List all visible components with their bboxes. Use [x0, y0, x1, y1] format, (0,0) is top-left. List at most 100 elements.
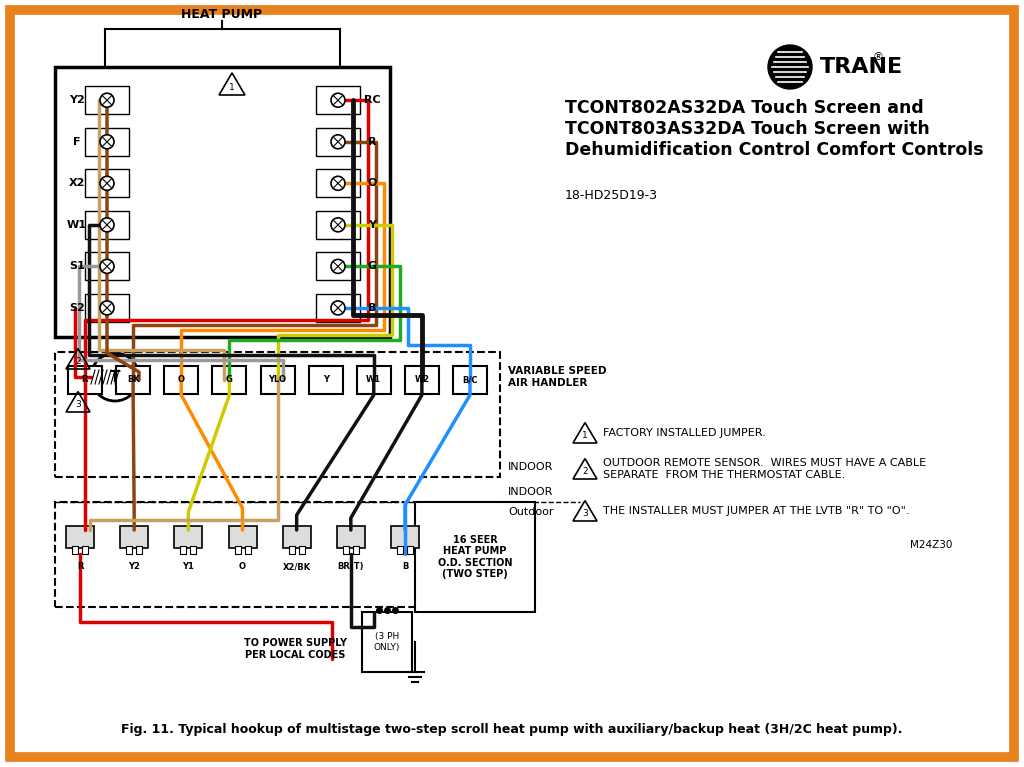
- Bar: [316, 211, 360, 239]
- Bar: [391, 526, 419, 548]
- Text: W1: W1: [67, 220, 87, 230]
- Text: Y: Y: [368, 220, 376, 230]
- Bar: [55, 502, 500, 607]
- Bar: [174, 526, 203, 548]
- Text: O: O: [368, 178, 377, 189]
- Bar: [72, 546, 78, 554]
- Text: (3 PH
ONLY): (3 PH ONLY): [374, 632, 400, 652]
- Bar: [82, 546, 88, 554]
- Bar: [228, 526, 256, 548]
- Bar: [316, 170, 360, 197]
- Text: 18-HD25D19-3: 18-HD25D19-3: [565, 189, 658, 202]
- Circle shape: [331, 176, 345, 190]
- Bar: [190, 546, 197, 554]
- Bar: [85, 252, 129, 281]
- Text: S1: S1: [70, 262, 85, 272]
- Text: THE INSTALLER MUST JUMPER AT THE LVTB "R" TO "O".: THE INSTALLER MUST JUMPER AT THE LVTB "R…: [603, 506, 909, 516]
- Text: OUTDOOR REMOTE SENSOR.  WIRES MUST HAVE A CABLE
SEPARATE  FROM THE THERMOSTAT CA: OUTDOOR REMOTE SENSOR. WIRES MUST HAVE A…: [603, 458, 926, 480]
- Text: X2/BK: X2/BK: [283, 562, 310, 571]
- Text: TO POWER SUPPLY
PER LOCAL CODES: TO POWER SUPPLY PER LOCAL CODES: [244, 638, 346, 660]
- Bar: [55, 67, 390, 337]
- Text: TRANE: TRANE: [820, 57, 903, 77]
- Text: Y2: Y2: [70, 95, 85, 105]
- Text: Outdoor: Outdoor: [508, 507, 554, 517]
- Bar: [397, 546, 403, 554]
- Text: RC: RC: [364, 95, 380, 105]
- Bar: [289, 546, 295, 554]
- Bar: [68, 366, 102, 394]
- Text: 3: 3: [75, 400, 81, 410]
- Circle shape: [100, 259, 114, 273]
- Bar: [245, 546, 251, 554]
- Text: B: B: [368, 303, 376, 313]
- Bar: [316, 86, 360, 114]
- Text: TCONT802AS32DA Touch Screen and
TCONT803AS32DA Touch Screen with
Dehumidificatio: TCONT802AS32DA Touch Screen and TCONT803…: [565, 99, 984, 159]
- Text: 2: 2: [75, 357, 81, 367]
- Circle shape: [100, 94, 114, 107]
- Text: R: R: [77, 562, 83, 571]
- Text: O: O: [239, 562, 246, 571]
- Circle shape: [331, 301, 345, 315]
- Circle shape: [100, 301, 114, 315]
- Text: 1: 1: [229, 83, 234, 92]
- Text: Fig. 11. Typical hookup of multistage two-step scroll heat pump with auxiliary/b: Fig. 11. Typical hookup of multistage tw…: [121, 723, 903, 736]
- Text: 1: 1: [582, 431, 588, 440]
- Bar: [66, 526, 94, 548]
- Bar: [164, 366, 199, 394]
- Circle shape: [91, 353, 139, 401]
- Circle shape: [768, 45, 812, 89]
- Circle shape: [331, 259, 345, 273]
- Bar: [85, 294, 129, 322]
- Text: R: R: [82, 376, 88, 384]
- Text: FACTORY INSTALLED JUMPER.: FACTORY INSTALLED JUMPER.: [603, 428, 766, 438]
- Text: G: G: [226, 376, 232, 384]
- Text: B/C: B/C: [462, 376, 478, 384]
- Text: YLO: YLO: [268, 376, 287, 384]
- Bar: [85, 170, 129, 197]
- Text: 2: 2: [583, 467, 588, 476]
- Bar: [85, 128, 129, 156]
- Bar: [415, 502, 535, 612]
- Circle shape: [331, 135, 345, 149]
- Bar: [299, 546, 305, 554]
- Text: W2: W2: [415, 376, 429, 384]
- Text: INDOOR: INDOOR: [508, 487, 553, 497]
- Text: Y: Y: [323, 376, 329, 384]
- Bar: [283, 526, 310, 548]
- Bar: [85, 86, 129, 114]
- Bar: [55, 352, 500, 477]
- Bar: [316, 294, 360, 322]
- Text: Y1: Y1: [182, 562, 195, 571]
- Bar: [260, 366, 295, 394]
- Circle shape: [331, 218, 345, 232]
- Bar: [308, 366, 343, 394]
- Text: Y2: Y2: [128, 562, 140, 571]
- Text: BR(T): BR(T): [338, 562, 365, 571]
- Bar: [316, 128, 360, 156]
- Text: ®: ®: [872, 52, 883, 62]
- Bar: [120, 526, 148, 548]
- Bar: [362, 612, 412, 672]
- Circle shape: [100, 218, 114, 232]
- Bar: [407, 546, 413, 554]
- Bar: [180, 546, 186, 554]
- Bar: [126, 546, 132, 554]
- Text: X2: X2: [69, 178, 85, 189]
- Bar: [136, 546, 142, 554]
- Bar: [404, 366, 439, 394]
- Bar: [85, 211, 129, 239]
- Text: R: R: [368, 137, 376, 146]
- Text: 3: 3: [582, 509, 588, 518]
- Text: B: B: [401, 562, 409, 571]
- Text: F: F: [74, 137, 81, 146]
- Bar: [116, 366, 151, 394]
- Text: W1: W1: [367, 376, 381, 384]
- Circle shape: [100, 135, 114, 149]
- Bar: [453, 366, 487, 394]
- Text: G: G: [368, 262, 377, 272]
- Text: S2: S2: [70, 303, 85, 313]
- Text: 16 SEER
HEAT PUMP
O.D. SECTION
(TWO STEP): 16 SEER HEAT PUMP O.D. SECTION (TWO STEP…: [437, 535, 512, 579]
- Text: VARIABLE SPEED
AIR HANDLER: VARIABLE SPEED AIR HANDLER: [508, 366, 606, 388]
- Text: T: T: [110, 370, 120, 384]
- Bar: [316, 252, 360, 281]
